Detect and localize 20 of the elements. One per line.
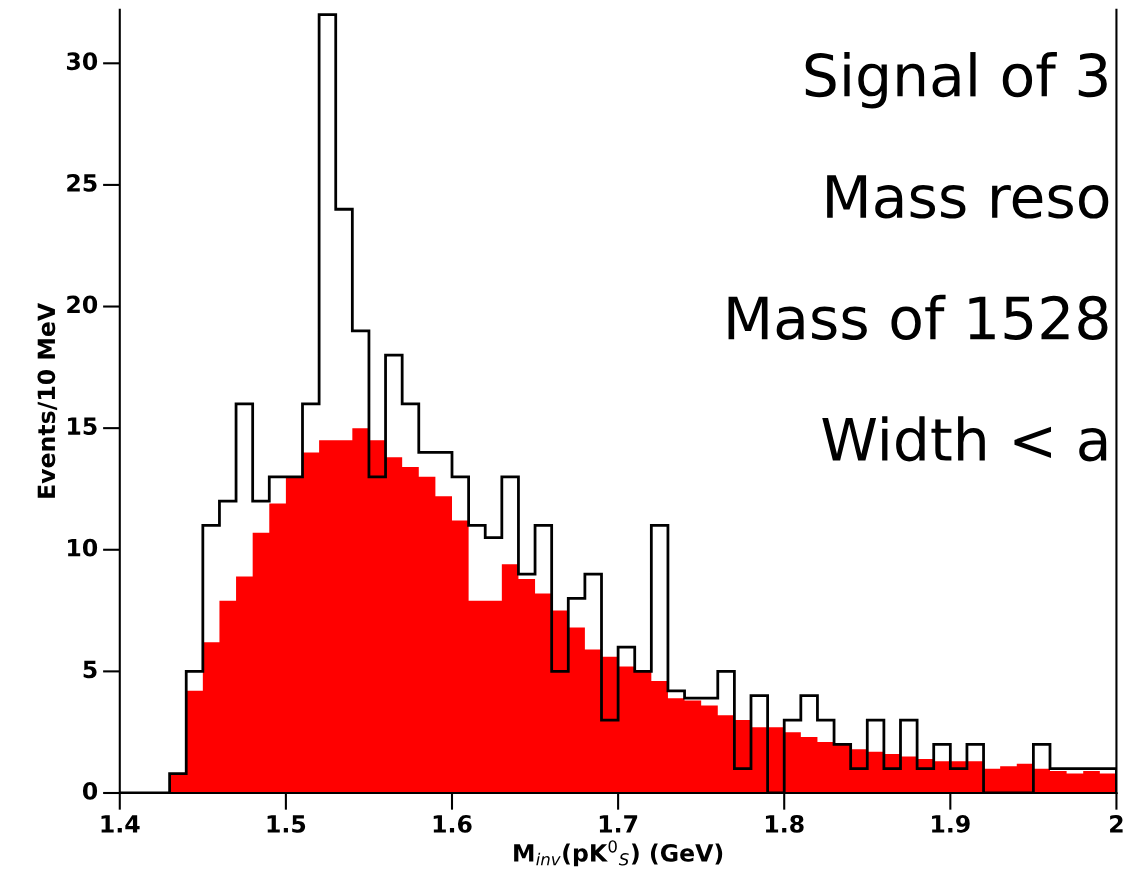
x-tick-label: 2 bbox=[1110, 814, 1123, 833]
y-tick-label: 25 bbox=[67, 173, 97, 192]
y-tick-label: 10 bbox=[68, 538, 98, 557]
annotation: Mass of 1528 bbox=[728, 294, 1108, 340]
annotation: Signal of 3 bbox=[805, 52, 1107, 109]
x-tick-label: 1.5 bbox=[267, 815, 306, 833]
x-axis-title: M$_{inv}$(pK$^{0}$$_{S}$) (GeV) bbox=[514, 840, 723, 867]
annotation: Width < a bbox=[822, 416, 1107, 462]
y-tick-label: 15 bbox=[68, 417, 97, 435]
y-tick-label: 30 bbox=[66, 52, 98, 71]
annotation: Mass reso bbox=[827, 175, 1109, 219]
y-tick-label: 0 bbox=[82, 781, 98, 800]
x-tick-label: 1.7 bbox=[599, 815, 638, 833]
y-tick-label: 20 bbox=[67, 295, 98, 314]
y-tick-label: 5 bbox=[83, 660, 97, 679]
y-axis-title: Events/10 MeV bbox=[37, 302, 58, 498]
x-tick-label: 1.9 bbox=[932, 814, 970, 833]
x-tick-label: 1.6 bbox=[433, 814, 472, 833]
x-tick-label: 1.8 bbox=[765, 814, 804, 833]
x-tick-label: 1.4 bbox=[101, 815, 140, 833]
